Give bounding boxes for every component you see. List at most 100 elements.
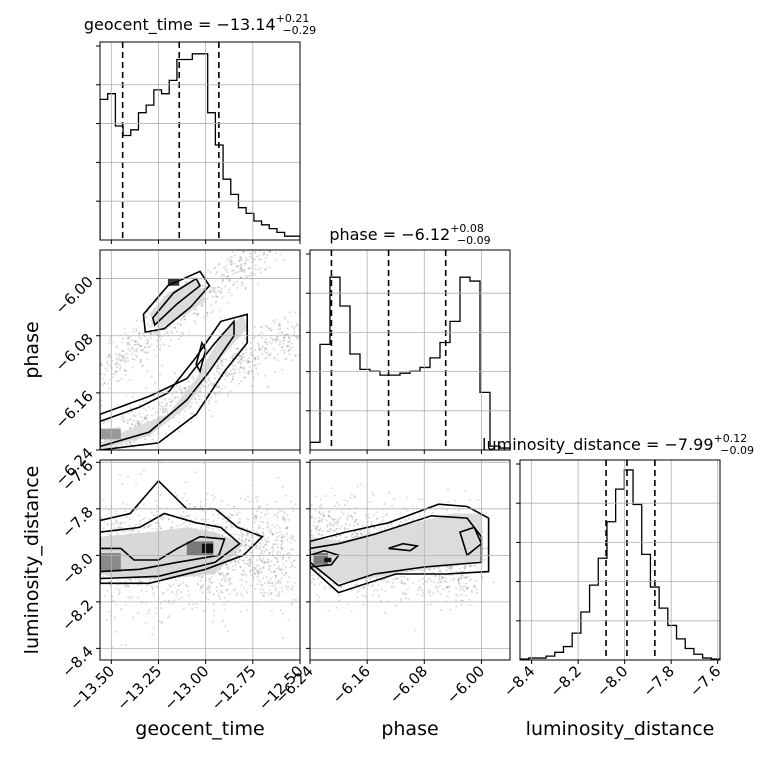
scatter-luminosity-distance-vs-phase-point — [347, 527, 349, 530]
scatter-phase-vs-geocent-time-point — [207, 268, 210, 271]
scatter-phase-vs-geocent-time-point — [297, 207, 299, 209]
scatter-luminosity-distance-vs-geocent-time-point — [238, 537, 240, 540]
scatter-luminosity-distance-vs-geocent-time-point — [130, 580, 133, 583]
scatter-phase-vs-geocent-time-point — [154, 411, 157, 414]
scatter-phase-vs-geocent-time-point — [267, 385, 270, 388]
scatter-phase-vs-geocent-time-point — [135, 350, 138, 353]
scatter-phase-vs-geocent-time-point — [114, 452, 116, 454]
scatter-luminosity-distance-vs-phase-point — [311, 581, 313, 584]
scatter-phase-vs-geocent-time-point — [264, 257, 267, 260]
scatter-luminosity-distance-vs-phase-point — [440, 580, 443, 583]
scatter-phase-vs-geocent-time-point — [279, 327, 282, 330]
scatter-luminosity-distance-vs-geocent-time-point — [188, 603, 191, 606]
scatter-phase-vs-geocent-time-point — [119, 366, 122, 369]
scatter-luminosity-distance-vs-geocent-time-point — [231, 526, 233, 529]
scatter-luminosity-distance-vs-phase-point — [333, 529, 336, 532]
scatter-luminosity-distance-vs-geocent-time-point — [268, 551, 271, 554]
scatter-luminosity-distance-vs-geocent-time-point — [275, 594, 278, 597]
scatter-luminosity-distance-vs-phase-point — [459, 589, 462, 592]
scatter-phase-vs-geocent-time-point — [220, 290, 223, 293]
scatter-phase-vs-geocent-time-point — [167, 331, 170, 334]
scatter-luminosity-distance-vs-phase-point — [466, 587, 469, 590]
scatter-phase-vs-geocent-time-point — [178, 412, 181, 415]
scatter-luminosity-distance-vs-geocent-time-ytick-label: −8.2 — [58, 596, 96, 634]
scatter-luminosity-distance-vs-geocent-time-point — [244, 498, 247, 501]
scatter-luminosity-distance-vs-geocent-time-point — [211, 527, 214, 530]
scatter-phase-vs-geocent-time-point — [123, 417, 126, 420]
scatter-phase-vs-geocent-time-point — [256, 255, 259, 258]
scatter-phase-vs-geocent-time-point — [120, 378, 123, 380]
scatter-phase-vs-geocent-time-point — [221, 364, 224, 367]
scatter-luminosity-distance-vs-geocent-time-point — [249, 584, 252, 587]
scatter-luminosity-distance-vs-geocent-time-point — [263, 513, 266, 516]
scatter-luminosity-distance-vs-phase-point — [430, 603, 433, 606]
scatter-luminosity-distance-vs-phase-point — [297, 580, 299, 582]
scatter-luminosity-distance-vs-geocent-time-point — [276, 536, 279, 539]
scatter-phase-vs-geocent-time-point — [250, 257, 253, 260]
scatter-luminosity-distance-vs-geocent-time-point — [245, 544, 248, 547]
scatter-luminosity-distance-vs-geocent-time-point — [268, 582, 271, 585]
scatter-phase-vs-geocent-time-point — [220, 291, 223, 294]
scatter-luminosity-distance-vs-geocent-time-point — [201, 591, 204, 594]
scatter-phase-vs-geocent-time-point — [143, 407, 145, 410]
scatter-phase-vs-geocent-time-point — [233, 364, 236, 367]
scatter-luminosity-distance-vs-phase-point — [333, 494, 336, 497]
scatter-luminosity-distance-vs-geocent-time-point — [265, 543, 268, 546]
scatter-luminosity-distance-vs-geocent-time-point — [231, 514, 234, 517]
scatter-phase-vs-geocent-time-point — [230, 294, 233, 297]
scatter-luminosity-distance-vs-geocent-time-point — [113, 616, 116, 619]
scatter-phase-vs-geocent-time-point — [116, 363, 118, 366]
scatter-luminosity-distance-vs-geocent-time-point — [225, 520, 228, 523]
scatter-phase-vs-geocent-time-point — [183, 318, 186, 321]
scatter-phase-vs-geocent-time-point — [232, 284, 235, 287]
scatter-phase-vs-geocent-time-point — [152, 332, 155, 335]
scatter-phase-vs-geocent-time-point — [208, 399, 210, 402]
scatter-luminosity-distance-vs-geocent-time-point — [257, 578, 260, 581]
scatter-phase-vs-geocent-time-point — [140, 344, 142, 347]
scatter-phase-vs-geocent-time-point — [148, 345, 151, 348]
scatter-luminosity-distance-vs-geocent-time-point — [231, 565, 234, 568]
scatter-phase-vs-geocent-time-point — [230, 380, 233, 383]
scatter-phase-vs-geocent-time-point — [301, 318, 303, 320]
scatter-luminosity-distance-vs-phase-point — [455, 599, 457, 602]
scatter-phase-vs-geocent-time-point — [284, 357, 287, 360]
scatter-phase-vs-geocent-time-point — [272, 347, 275, 350]
scatter-luminosity-distance-vs-phase-point — [327, 514, 330, 517]
scatter-luminosity-distance-vs-geocent-time-point — [205, 526, 208, 529]
scatter-luminosity-distance-vs-phase-point — [469, 604, 472, 607]
scatter-luminosity-distance-vs-geocent-time-point — [254, 496, 257, 499]
scatter-luminosity-distance-vs-geocent-time-point — [258, 569, 261, 571]
scatter-phase-vs-geocent-time-point — [241, 355, 244, 358]
scatter-luminosity-distance-vs-geocent-time-point — [278, 509, 281, 512]
scatter-luminosity-distance-vs-phase-point — [464, 565, 467, 568]
scatter-luminosity-distance-vs-geocent-time-point — [232, 589, 235, 592]
scatter-luminosity-distance-vs-phase-point — [438, 585, 441, 588]
scatter-phase-vs-geocent-time-frame — [99, 249, 301, 451]
scatter-luminosity-distance-vs-phase-point — [417, 588, 420, 591]
scatter-luminosity-distance-vs-geocent-time-point — [261, 550, 264, 552]
scatter-phase-vs-geocent-time-point — [294, 208, 296, 210]
scatter-phase-vs-geocent-time-point — [302, 201, 304, 203]
scatter-luminosity-distance-vs-phase-point — [418, 586, 421, 589]
scatter-luminosity-distance-vs-phase-point — [318, 510, 321, 513]
scatter-luminosity-distance-vs-phase-point — [332, 521, 335, 524]
scatter-phase-vs-geocent-time-point — [142, 419, 145, 422]
scatter-luminosity-distance-vs-geocent-time-point — [262, 594, 265, 597]
scatter-luminosity-distance-vs-geocent-time-point — [151, 588, 154, 591]
scatter-phase-vs-geocent-time-point — [123, 360, 126, 363]
scatter-phase-vs-geocent-time-point — [248, 372, 250, 375]
scatter-phase-vs-geocent-time-point — [257, 343, 260, 346]
scatter-luminosity-distance-vs-phase-point — [463, 565, 466, 568]
scatter-phase-vs-geocent-time-point — [236, 287, 239, 289]
scatter-phase-vs-geocent-time-point — [244, 287, 247, 290]
scatter-luminosity-distance-vs-phase-point — [336, 524, 339, 526]
scatter-luminosity-distance-vs-geocent-time-point — [182, 521, 185, 524]
scatter-luminosity-distance-vs-geocent-time-point — [278, 534, 281, 537]
scatter-phase-vs-geocent-time-point — [257, 283, 260, 286]
scatter-luminosity-distance-vs-geocent-time-point — [271, 546, 273, 549]
scatter-luminosity-distance-vs-geocent-time-point — [282, 536, 285, 539]
scatter-luminosity-distance-vs-phase-point — [454, 593, 457, 596]
scatter-luminosity-distance-vs-geocent-time-point — [254, 518, 257, 521]
scatter-luminosity-distance-vs-geocent-time-point — [287, 551, 290, 554]
scatter-luminosity-distance-vs-geocent-time-point — [229, 561, 232, 564]
